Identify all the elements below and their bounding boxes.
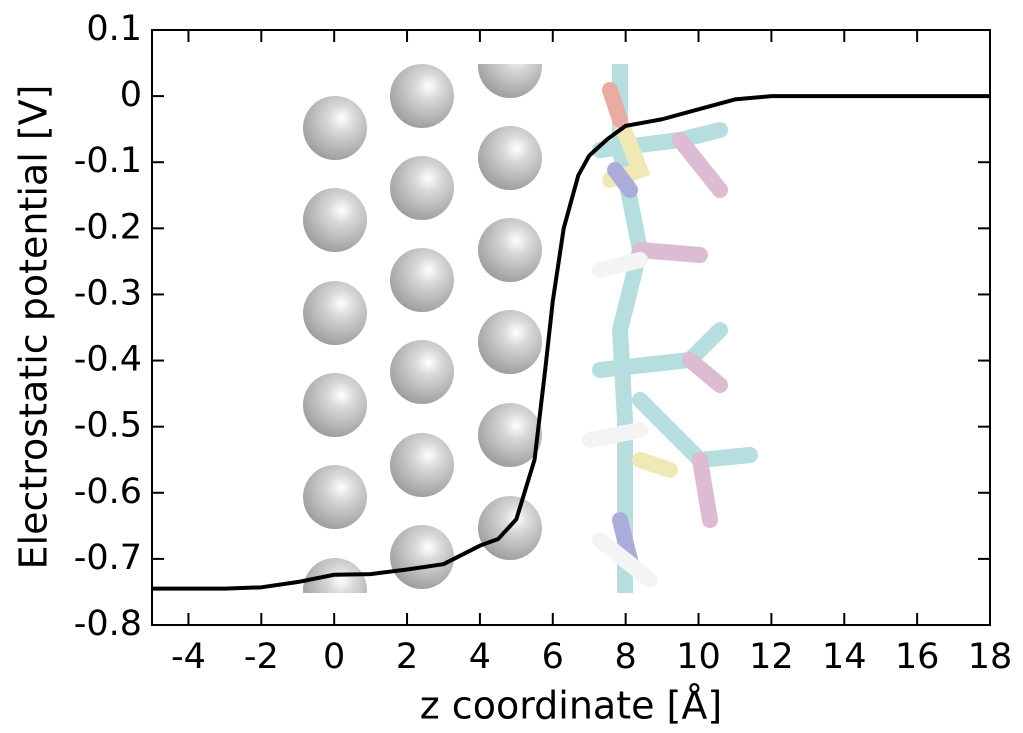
x-tick-label: 10	[676, 637, 721, 677]
x-tick-label: 18	[968, 637, 1013, 677]
x-tick-label: 16	[895, 637, 940, 677]
x-tick-label: 6	[542, 637, 564, 677]
x-tick-label: -2	[244, 637, 279, 677]
x-axis-label: z coordinate [Å]	[420, 684, 722, 728]
y-axis-label: Electrostatic potential [V]	[12, 85, 56, 570]
background-structure	[303, 34, 750, 622]
x-tick-label: 14	[822, 637, 867, 677]
x-tick-label: 12	[749, 637, 794, 677]
plot-frame	[152, 30, 990, 625]
y-tick-label: 0	[120, 75, 142, 115]
x-tick-label: 8	[615, 637, 637, 677]
x-tick-label: -4	[171, 637, 206, 677]
y-tick-label: -0.8	[74, 604, 142, 644]
y-tick-label: -0.5	[74, 406, 142, 446]
x-tick-label: 0	[323, 637, 345, 677]
y-tick-label: -0.7	[74, 538, 142, 578]
data-line	[152, 96, 990, 589]
y-tick-label: -0.1	[74, 141, 142, 181]
y-tick-label: -0.2	[74, 207, 142, 247]
chart: z coordinate [Å] Electrostatic potential…	[0, 0, 1023, 733]
x-tick-label: 2	[396, 637, 418, 677]
y-tick-label: -0.4	[74, 340, 142, 380]
y-tick-label: 0.1	[86, 9, 142, 49]
x-tick-label: 4	[469, 637, 491, 677]
y-tick-label: -0.6	[74, 472, 142, 512]
y-tick-label: -0.3	[74, 273, 142, 313]
